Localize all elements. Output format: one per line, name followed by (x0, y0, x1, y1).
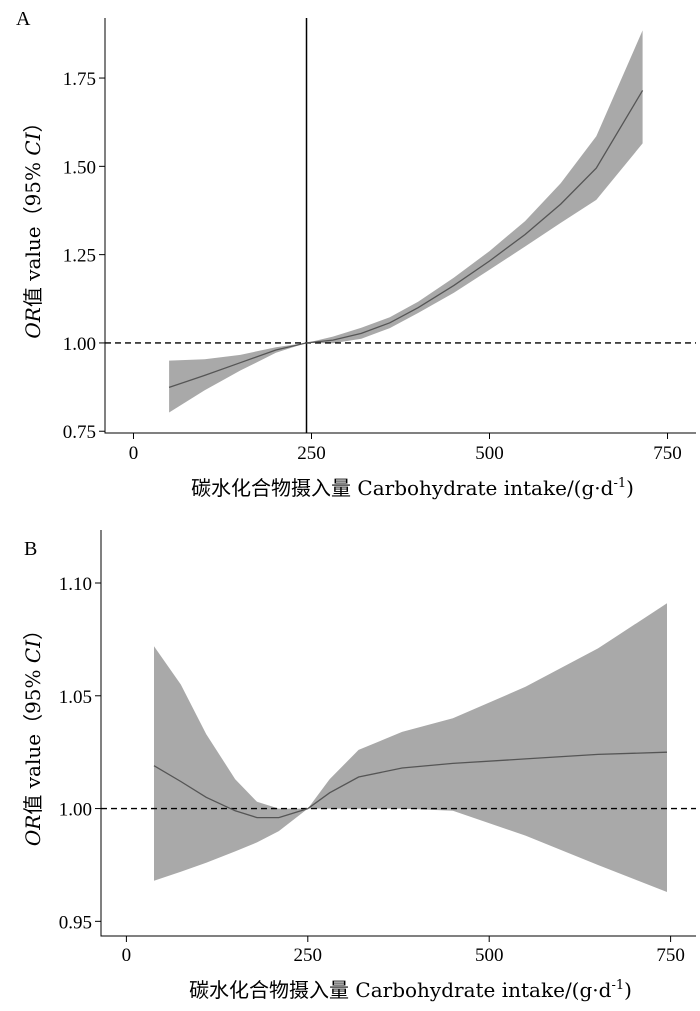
confidence-band (169, 30, 643, 413)
or-estimate-line (168, 90, 644, 389)
y-tick-label: 0.75 (63, 422, 96, 443)
x-tick-label: 500 (475, 945, 504, 966)
panel-label: A (16, 8, 31, 30)
x-tick-label: 500 (475, 443, 504, 464)
y-tick-label: 1.75 (63, 69, 96, 90)
y-tick-label: 1.10 (59, 574, 92, 595)
y-axis-title: OR值 value（95% CI） (21, 112, 45, 338)
y-tick-label: 1.25 (63, 246, 96, 267)
y-tick-label: 1.05 (59, 687, 92, 708)
x-tick-label: 250 (297, 443, 326, 464)
confidence-band (154, 603, 667, 892)
y-tick-label: 0.95 (59, 912, 92, 933)
y-tick-label: 1.00 (63, 334, 96, 355)
x-tick-label: 750 (656, 945, 685, 966)
x-tick-label: 0 (129, 443, 139, 464)
chart-panel-a: A 0.75 1.00 1.25 1.50 1.75 0 250 500 750 碳水化合物摄入量 … (16, 8, 696, 500)
panel-label: B (24, 538, 37, 560)
y-axis-title: OR值 value（95% CI） (21, 620, 45, 846)
y-tick-label: 1.00 (59, 800, 92, 821)
or-estimate-line (153, 751, 668, 819)
x-tick-label: 0 (122, 945, 132, 966)
x-tick-label: 250 (294, 945, 323, 966)
x-axis-title: 碳水化合物摄入量 Carbohydrate intake/(g·d-1) (191, 476, 634, 500)
x-tick-label: 750 (653, 443, 682, 464)
chart-panel-b: B 0.95 1.00 1.05 1.10 0 250 500 750 碳水化合物摄入量 Carb… (21, 530, 696, 1002)
x-axis-title: 碳水化合物摄入量 Carbohydrate intake/(g·d-1) (189, 978, 632, 1002)
y-tick-label: 1.50 (63, 157, 96, 178)
